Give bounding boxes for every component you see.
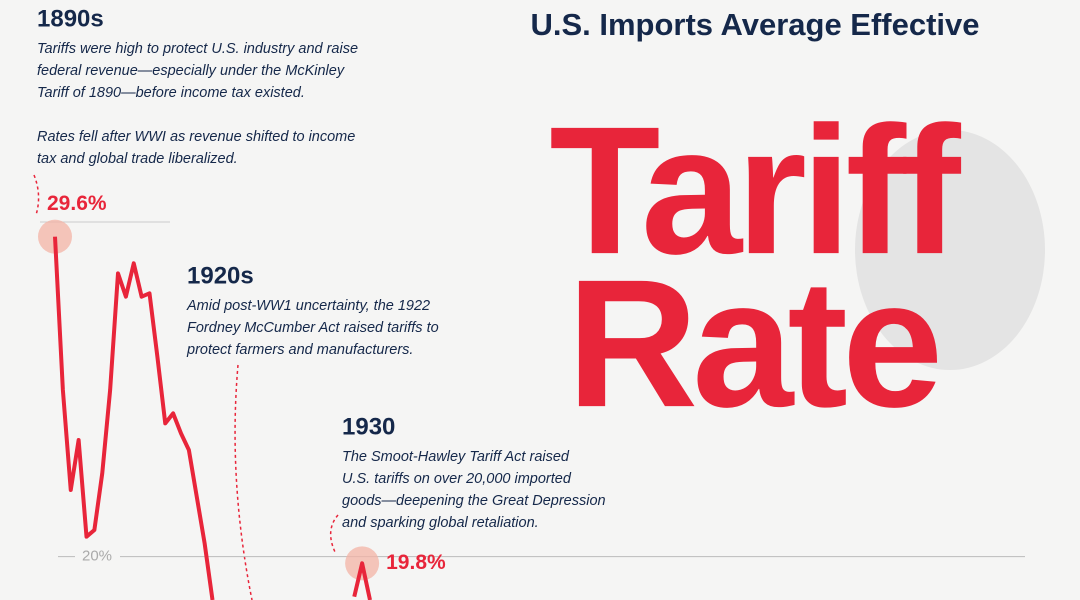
chart-title: U.S. Imports Average Effective [530, 7, 979, 42]
annotation-text: U.S. tariffs on over 20,000 imported [342, 471, 572, 487]
annotation-heading: 1890s [37, 5, 104, 32]
pointer-arrow [329, 514, 339, 553]
annotation-text: Amid post-WW1 uncertainty, the 1922 [186, 298, 430, 314]
headline: Rate [567, 241, 937, 445]
y-tick-label: 20% [82, 548, 112, 565]
data-label: 29.6% [47, 192, 107, 215]
annotation-heading: 1920s [187, 262, 254, 289]
annotation-heading: 1930 [342, 413, 395, 440]
annotation-text: protect farmers and manufacturers. [186, 342, 413, 358]
annotation-text: Fordney McCumber Act raised tariffs to [187, 320, 439, 336]
annotation-text: tax and global trade liberalized. [37, 151, 238, 167]
line [53, 236, 372, 600]
annotation-text: Rates fell after WWI as revenue shifted … [37, 129, 355, 145]
annotation-text: and sparking global retaliation. [342, 515, 539, 531]
annotation-text: goods—deepening the Great Depression [342, 493, 606, 509]
annotation-text: Tariff of 1890—before income tax existed… [37, 85, 305, 101]
pointer-arrow [234, 364, 253, 600]
annotation-text: Tariffs were high to protect U.S. indust… [37, 41, 358, 57]
data-label: 19.8% [386, 551, 446, 574]
silhouette [855, 130, 1045, 370]
annotation-text: The Smoot-Hawley Tariff Act raised [342, 449, 570, 465]
annotation-text: federal revenue—especially under the McK… [37, 63, 345, 79]
headline: Tariff [549, 88, 961, 292]
pointer-arrow [33, 174, 40, 216]
